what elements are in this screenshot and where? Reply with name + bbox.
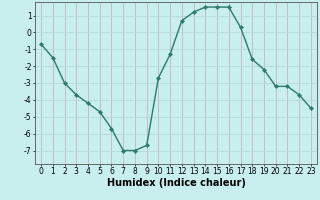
X-axis label: Humidex (Indice chaleur): Humidex (Indice chaleur) xyxy=(107,178,245,188)
